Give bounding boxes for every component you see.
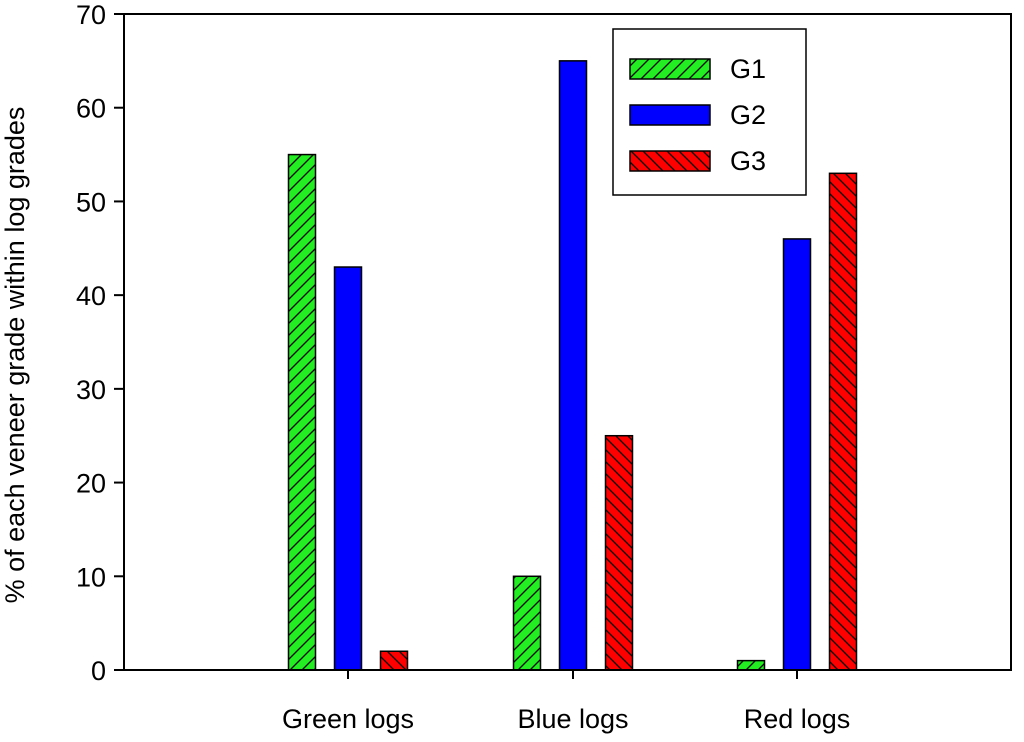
bar-g3-red-logs [828, 172, 858, 671]
plot-frame [123, 13, 1012, 671]
bar-g3-blue-logs [604, 434, 634, 671]
x-tick-label: Green logs [282, 704, 414, 734]
x-tick-label: Red logs [744, 704, 851, 734]
legend-swatch-g2 [629, 104, 711, 126]
plot-area [287, 60, 858, 671]
bar-g2-red-logs [782, 238, 812, 671]
y-tick-label: 10 [76, 562, 106, 592]
legend-label-g3: G3 [730, 146, 766, 176]
y-tick-label: 70 [76, 0, 106, 30]
bar-g1-blue-logs [512, 575, 542, 671]
bar-g2-green-logs [333, 266, 363, 671]
y-tick-label: 20 [76, 469, 106, 499]
y-tick-label: 0 [91, 656, 106, 686]
legend-swatch-g3 [629, 150, 711, 172]
y-tick-label: 40 [76, 281, 106, 311]
legend-swatch-g1 [629, 58, 711, 80]
y-tick-label: 30 [76, 375, 106, 405]
bar-g2-blue-logs [558, 60, 588, 671]
legend-label-g1: G1 [730, 54, 766, 84]
bar-g1-green-logs [287, 153, 317, 671]
bar-g1-red-logs [736, 659, 766, 671]
axes: 0 10 20 30 40 50 60 70 Green logs Blue logs Red lo… [76, 0, 1012, 734]
y-tick-label: 50 [76, 187, 106, 217]
y-tick-label: 60 [76, 94, 106, 124]
legend-label-g2: G2 [730, 100, 766, 130]
y-axis-label: % of each veneer grade within log grades [0, 107, 30, 604]
x-tick-label: Blue logs [517, 704, 628, 734]
legend: G1 G2 G3 [612, 28, 807, 196]
bar-g3-green-logs [379, 650, 409, 671]
